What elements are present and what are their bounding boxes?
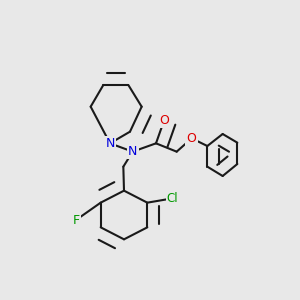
Text: O: O <box>187 132 196 145</box>
Text: N: N <box>105 137 115 150</box>
Text: O: O <box>159 114 169 127</box>
Text: N: N <box>128 145 137 158</box>
Text: F: F <box>72 214 80 226</box>
Text: Cl: Cl <box>167 192 178 205</box>
